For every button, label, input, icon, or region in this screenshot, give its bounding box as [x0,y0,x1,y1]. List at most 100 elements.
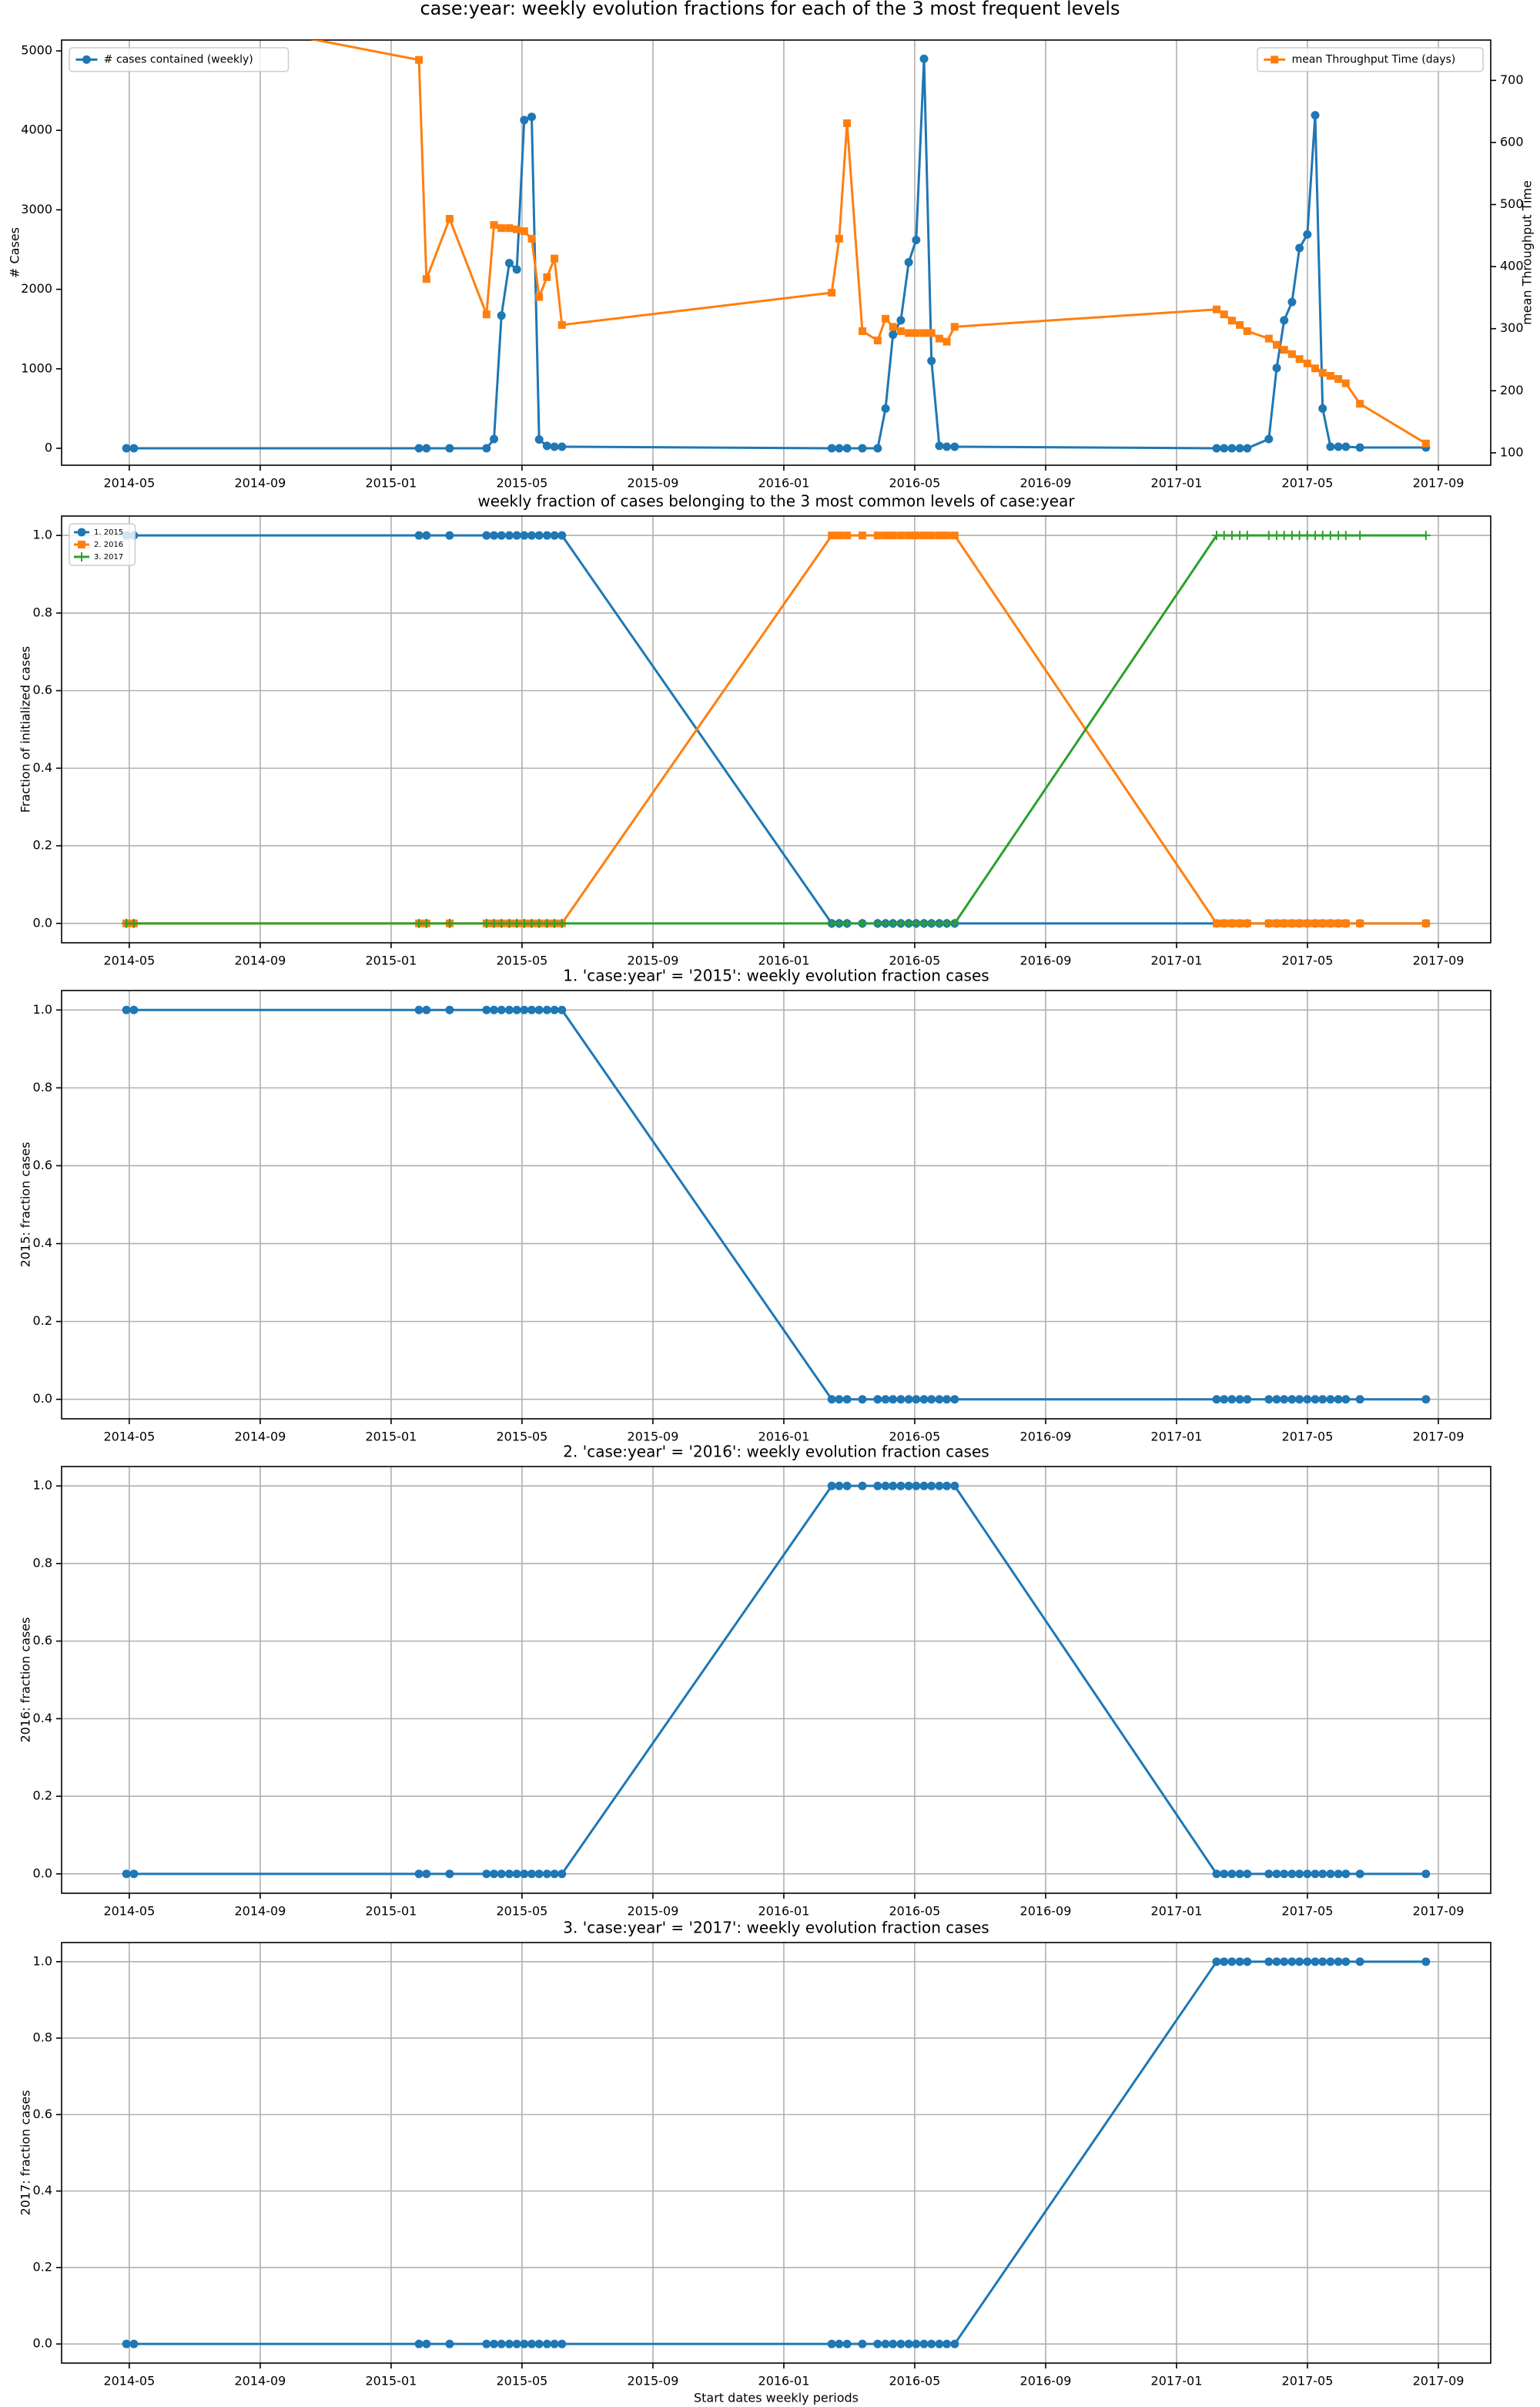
marker [942,2339,952,2348]
x-axis-label: Start dates weekly periods [694,2391,859,2405]
marker [827,2339,836,2348]
marker [557,1005,567,1014]
marker [534,1869,544,1879]
marker [482,444,491,453]
marker [1303,919,1311,927]
x-tick-label: 2014-09 [234,2374,286,2389]
marker [520,1869,529,1879]
marker [1243,1869,1252,1879]
legend-label: 2. 2016 [94,541,123,549]
marker [904,1395,913,1404]
marker [1311,919,1320,927]
x-tick-label: 2015-01 [365,954,417,968]
marker [1341,442,1351,451]
marker [1356,919,1364,927]
marker [873,337,882,345]
marker [1287,1957,1297,1966]
marker [1264,1869,1274,1879]
marker [935,531,943,540]
y-tick-label: 1.0 [33,1953,52,1968]
y-tick-label: 1.0 [33,528,52,542]
marker [1303,230,1312,239]
marker [834,918,844,928]
marker [881,404,890,413]
marker [904,1481,913,1490]
x-tick-label: 2015-01 [365,2374,417,2389]
x-tick-label: 2016-05 [889,1904,941,1919]
marker [1341,1957,1351,1966]
x-tick-label: 2015-05 [496,2374,547,2389]
marker [512,531,521,540]
x-tick-label: 2017-01 [1151,1904,1203,1919]
marker [842,1395,852,1404]
marker [520,2339,529,2348]
marker [497,2339,506,2348]
marker [1272,1869,1281,1879]
marker [444,918,454,928]
marker [527,234,536,243]
x-tick-label: 2016-01 [758,1904,810,1919]
marker [422,531,431,540]
x-tick-label: 2015-01 [365,1430,417,1444]
marker [1334,919,1343,927]
marker [919,54,929,63]
y2-tick-label: 100 [1500,444,1524,459]
y-axis-label: 2016: fraction cases [18,1618,33,1743]
marker [889,2339,898,2348]
marker [858,327,866,335]
y-tick-label: 0 [45,441,52,455]
y2-tick-label: 200 [1500,383,1524,397]
marker [1295,1395,1304,1404]
plot-area [122,1481,1431,1879]
marker [414,531,424,540]
marker [950,531,959,540]
marker [942,337,951,346]
marker [1341,379,1350,387]
marker [557,1869,567,1879]
y-tick-label: 4000 [21,122,52,137]
marker [1311,364,1320,373]
marker [912,1481,921,1490]
marker [1421,439,1430,448]
x-tick-label: 2017-01 [1151,1430,1203,1444]
axes-title: 2. 'case:year' = '2016': weekly evolutio… [563,1443,989,1461]
axes-frame [61,1942,1491,2364]
marker [527,112,537,122]
marker [557,918,567,928]
marker [1243,919,1251,927]
marker [129,2339,139,2348]
marker [1355,1869,1364,1879]
marker [889,1395,898,1404]
marker [896,1481,906,1490]
marker [858,444,867,453]
marker [1295,355,1304,364]
marker [1311,1957,1320,1966]
y-tick-label: 0.0 [33,915,52,930]
marker [882,531,890,540]
marker [896,1395,906,1404]
marker [1279,531,1289,541]
marker [942,918,952,928]
marker [542,2339,551,2348]
marker [1220,444,1229,453]
x-tick-label: 2015-05 [496,954,547,968]
x-tick-label: 2017-09 [1413,1904,1465,1919]
marker [927,531,936,540]
marker [520,1005,529,1014]
marker [445,1005,454,1014]
marker [1355,531,1365,541]
marker [414,1869,424,1879]
y-tick-label: 3000 [21,202,52,216]
marker [1303,359,1311,367]
marker [950,323,959,331]
marker [1264,919,1273,927]
marker [935,334,943,343]
plot-area [122,40,1431,453]
y-tick-label: 0.8 [33,605,52,619]
x-tick-label: 2017-05 [1282,1430,1334,1444]
marker [1421,1395,1431,1404]
marker [1220,919,1228,927]
marker [912,531,920,540]
marker [542,531,551,540]
